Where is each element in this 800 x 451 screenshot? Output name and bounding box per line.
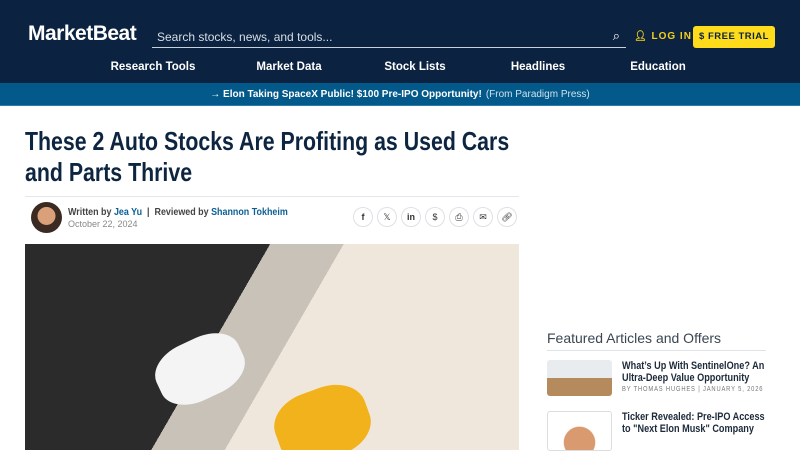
email-icon[interactable]: ✉: [473, 207, 493, 227]
login-button[interactable]: 👤︎ LOG IN: [634, 31, 692, 42]
dollar-icon: $: [699, 31, 708, 42]
user-icon: 👤︎: [634, 31, 652, 42]
featured-item-meta: BY THOMAS HUGHES | JANUARY 5, 2026: [622, 386, 764, 393]
featured-item-title[interactable]: Ticker Revealed: Pre-IPO Access to "Next…: [622, 411, 765, 435]
featured-item-text: What’s Up With SentinelOne? An Ultra-Dee…: [622, 360, 771, 394]
stocktwits-icon[interactable]: $: [425, 207, 445, 227]
nav-education[interactable]: Education: [630, 61, 686, 73]
link-icon[interactable]: 🔗︎: [497, 207, 517, 227]
linkedin-icon[interactable]: in: [401, 207, 421, 227]
login-label: LOG IN: [651, 31, 692, 42]
free-trial-button[interactable]: $ FREE TRIAL: [693, 26, 775, 48]
marketbeat-logo[interactable]: MarketBeat: [28, 22, 137, 45]
promo-banner[interactable]: → Elon Taking SpaceX Public! $100 Pre-IP…: [0, 83, 800, 106]
x-icon[interactable]: 𝕏: [377, 207, 397, 227]
site-header: MarketBeat Search stocks, news, and tool…: [0, 0, 800, 83]
featured-item-title[interactable]: What’s Up With SentinelOne? An Ultra-Dee…: [622, 360, 765, 384]
reviewer-link[interactable]: Shannon Tokheim: [211, 206, 288, 218]
author-link[interactable]: Jea Yu: [113, 206, 143, 218]
search-icon[interactable]: ⌕: [612, 28, 620, 43]
featured-item-text: Ticker Revealed: Pre-IPO Access to "Next…: [622, 411, 771, 435]
search-input[interactable]: Search stocks, news, and tools... ⌕: [152, 26, 626, 48]
nav-market-data[interactable]: Market Data: [256, 61, 322, 73]
white-toy-car: [146, 322, 254, 416]
nav-stock-lists[interactable]: Stock Lists: [384, 61, 446, 73]
banner-headline[interactable]: → Elon Taking SpaceX Public! $100 Pre-IP…: [210, 89, 482, 100]
article-date: October 22, 2024: [68, 219, 138, 229]
divider: [25, 196, 519, 197]
print-icon[interactable]: ⎙: [449, 207, 469, 227]
search-placeholder: Search stocks, news, and tools...: [157, 30, 333, 44]
featured-thumbnail: [547, 411, 612, 451]
nav-research-tools[interactable]: Research Tools: [110, 61, 196, 73]
article-title: These 2 Auto Stocks Are Profiting as Use…: [25, 126, 510, 187]
banner-source: (From Paradigm Press): [485, 89, 590, 100]
yellow-toy-car: [265, 374, 380, 450]
facebook-icon[interactable]: f: [353, 207, 373, 227]
featured-thumbnail: [547, 360, 612, 396]
free-trial-label: FREE TRIAL: [707, 31, 769, 42]
article-image: [25, 244, 519, 450]
share-buttons: f 𝕏 in $ ⎙ ✉ 🔗︎: [353, 207, 517, 227]
author-avatar: [31, 202, 62, 233]
reviewed-by-label: Reviewed by: [154, 206, 209, 218]
featured-title: Featured Articles and Offers: [547, 330, 766, 351]
byline: Written by Jea Yu | Reviewed by Shannon …: [68, 206, 288, 218]
nav-headlines[interactable]: Headlines: [510, 61, 566, 73]
written-by-label: Written by: [68, 206, 112, 218]
